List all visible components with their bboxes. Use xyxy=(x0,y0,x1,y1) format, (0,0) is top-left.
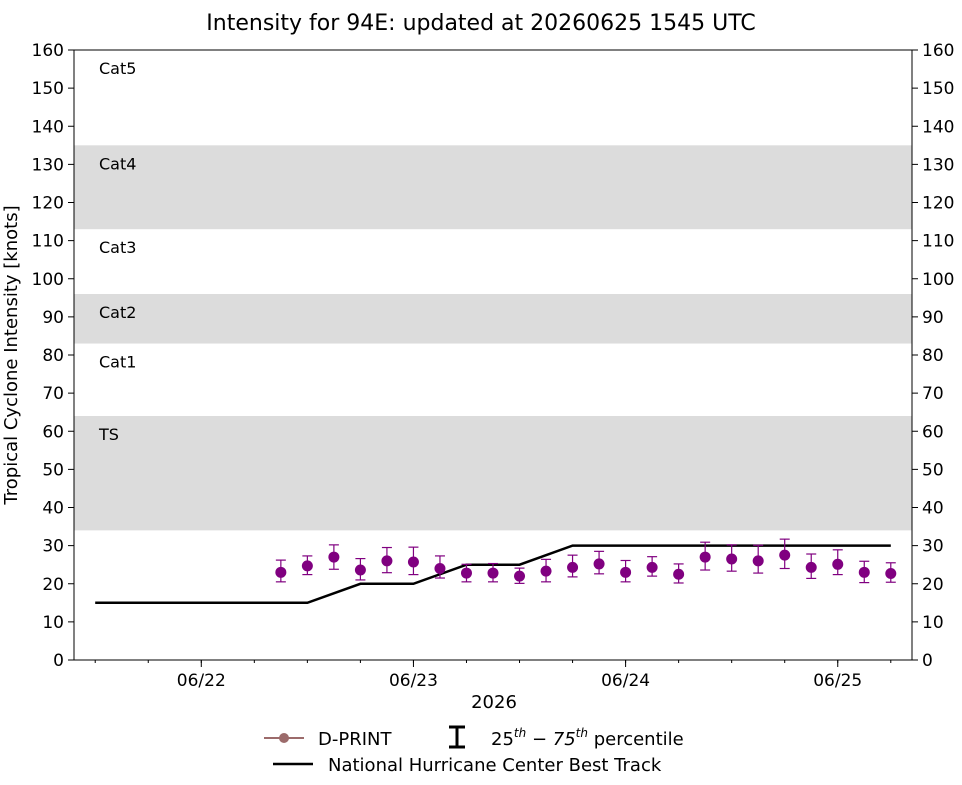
dprint-point xyxy=(514,570,526,582)
band-label-cat1: Cat1 xyxy=(99,353,136,372)
y-tick-label-left: 30 xyxy=(42,537,64,557)
band-label-cat5: Cat5 xyxy=(99,59,136,78)
dprint-point xyxy=(354,564,366,576)
dprint-point xyxy=(779,549,791,561)
band-label-ts: TS xyxy=(98,425,119,444)
dprint-point xyxy=(620,566,632,578)
y-axis-label: Tropical Cyclone Intensity [knots] xyxy=(1,205,22,505)
y-tick-label-left: 50 xyxy=(42,460,64,480)
y-tick-label-right: 140 xyxy=(922,117,954,137)
y-tick-label-left: 0 xyxy=(53,651,64,671)
y-tick-label-left: 80 xyxy=(42,346,64,366)
y-tick-label-left: 120 xyxy=(32,194,64,214)
y-tick-label-left: 150 xyxy=(32,79,64,99)
dprint-point xyxy=(328,551,340,563)
y-tick-label-left: 110 xyxy=(32,232,64,252)
dprint-point xyxy=(885,567,897,579)
legend-dprint-marker xyxy=(279,733,289,743)
chart-title: Intensity for 94E: updated at 20260625 1… xyxy=(206,11,755,36)
y-tick-label-right: 30 xyxy=(922,537,944,557)
y-tick-label-left: 160 xyxy=(32,41,64,61)
y-tick-label-right: 90 xyxy=(922,308,944,328)
dprint-point xyxy=(460,567,472,579)
dprint-point xyxy=(381,555,393,567)
dprint-point xyxy=(673,568,685,580)
x-tick-label: 06/24 xyxy=(601,671,650,691)
y-tick-label-left: 60 xyxy=(42,422,64,442)
legend: D-PRINT 25th − 75th percentile National … xyxy=(264,725,684,776)
y-tick-label-right: 100 xyxy=(922,270,954,290)
category-bands xyxy=(74,145,912,531)
band-label-cat4: Cat4 xyxy=(99,154,136,173)
dprint-point xyxy=(752,555,764,567)
y-tick-label-left: 40 xyxy=(42,499,64,519)
y-tick-label-right: 40 xyxy=(922,499,944,519)
dprint-point xyxy=(434,563,446,574)
dprint-point xyxy=(858,566,870,578)
category-band-labels: TS Cat1 Cat2 Cat3 Cat4 Cat5 xyxy=(98,59,136,444)
legend-percentile-label: 25th − 75th percentile xyxy=(491,726,684,750)
axes: 0 0 10 10 20 20 30 30 40 40 50 50 60 60 70 70 80 80 90 90 10… xyxy=(32,41,955,691)
y-tick-label-right: 110 xyxy=(922,232,954,252)
y-tick-label-right: 120 xyxy=(922,194,954,214)
x-axis-label: 2026 xyxy=(471,692,517,713)
dprint-series xyxy=(275,538,897,584)
y-tick-label-right: 20 xyxy=(922,575,944,595)
y-tick-label-left: 130 xyxy=(32,155,64,175)
dprint-point xyxy=(646,561,658,573)
x-tick-label: 06/22 xyxy=(177,671,226,691)
x-tick-label: 06/23 xyxy=(389,671,438,691)
y-tick-label-left: 100 xyxy=(32,270,64,290)
dprint-point xyxy=(699,551,711,563)
dprint-point xyxy=(593,558,605,570)
y-tick-label-right: 130 xyxy=(922,155,954,175)
y-tick-label-right: 150 xyxy=(922,79,954,99)
y-tick-label-right: 0 xyxy=(922,651,933,671)
dprint-point xyxy=(726,553,738,565)
y-tick-label-left: 90 xyxy=(42,308,64,328)
y-tick-label-right: 10 xyxy=(922,613,944,633)
band-label-cat3: Cat3 xyxy=(99,238,136,257)
dprint-point xyxy=(832,558,844,570)
y-tick-label-left: 10 xyxy=(42,613,64,633)
y-tick-label-left: 140 xyxy=(32,117,64,137)
y-tick-label-left: 70 xyxy=(42,384,64,404)
band-cat2 xyxy=(74,294,912,344)
band-cat4 xyxy=(74,145,912,230)
dprint-point xyxy=(567,561,579,573)
dprint-point xyxy=(275,566,287,578)
legend-best-track-label: National Hurricane Center Best Track xyxy=(328,755,662,776)
y-tick-label-left: 20 xyxy=(42,575,64,595)
band-label-cat2: Cat2 xyxy=(99,303,136,322)
dprint-point xyxy=(407,556,419,568)
y-tick-label-right: 70 xyxy=(922,384,944,404)
dprint-point xyxy=(540,565,552,577)
dprint-point xyxy=(301,560,313,572)
legend-percentile-icon xyxy=(449,725,465,749)
band-ts xyxy=(74,416,912,531)
x-tick-label: 06/25 xyxy=(813,671,862,691)
y-tick-label-right: 80 xyxy=(922,346,944,366)
y-tick-label-right: 160 xyxy=(922,41,954,61)
dprint-point xyxy=(805,561,817,573)
dprint-point xyxy=(487,567,499,579)
y-tick-label-right: 50 xyxy=(922,460,944,480)
legend-dprint-label: D-PRINT xyxy=(318,729,392,750)
y-tick-label-right: 60 xyxy=(922,422,944,442)
